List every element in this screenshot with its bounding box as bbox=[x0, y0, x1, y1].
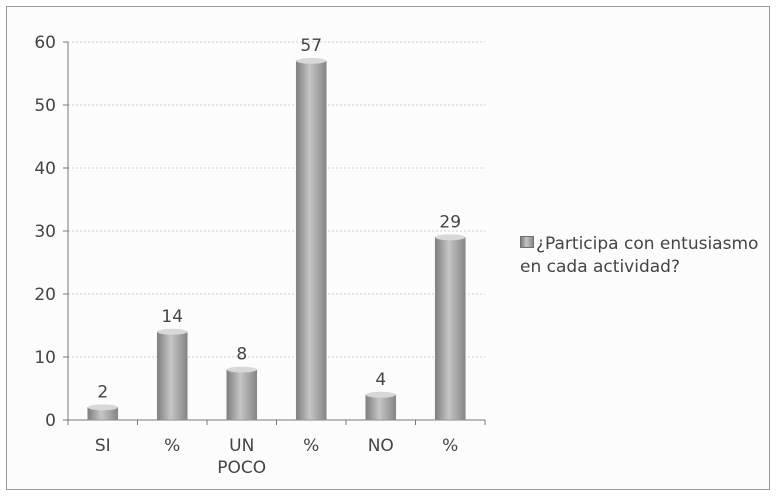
x-tick-label-line: NO bbox=[368, 436, 394, 456]
data-label: 8 bbox=[236, 345, 247, 365]
bar bbox=[365, 394, 397, 421]
bar-cap bbox=[435, 234, 466, 241]
x-tick-label: SI bbox=[95, 436, 111, 456]
gridlines bbox=[68, 41, 485, 358]
bar bbox=[434, 237, 466, 421]
bar-cap bbox=[157, 328, 188, 335]
x-tick-labels: SI% UN POCO% NO% bbox=[95, 436, 458, 478]
x-tick-label-line: UN bbox=[229, 436, 254, 456]
x-tick-label-line: POCO bbox=[217, 458, 266, 478]
bar-cap bbox=[226, 366, 257, 373]
legend-swatch bbox=[520, 236, 534, 248]
bar-cap bbox=[365, 391, 396, 398]
x-tick-label: % bbox=[442, 436, 458, 456]
x-tick-label-line: SI bbox=[95, 436, 111, 456]
x-tick-label-line: % bbox=[164, 436, 180, 456]
data-labels: 2 14 8 57 4 29 bbox=[97, 36, 461, 402]
data-label: 29 bbox=[439, 212, 461, 232]
bar bbox=[295, 60, 327, 421]
x-tick-label: % bbox=[164, 436, 180, 456]
axes bbox=[63, 41, 486, 425]
y-tick-label: 50 bbox=[34, 96, 56, 116]
legend-entry-label: ¿Participa con entusiasmo en cada activi… bbox=[520, 234, 759, 277]
data-label: 57 bbox=[300, 36, 322, 56]
bar-cap bbox=[296, 57, 327, 64]
bars bbox=[87, 57, 466, 421]
legend: ¿Participa con entusiasmo en cada activi… bbox=[520, 233, 765, 279]
x-tick-label: % bbox=[303, 436, 319, 456]
y-tick-label: 40 bbox=[34, 159, 56, 179]
y-tick-label: 20 bbox=[34, 285, 56, 305]
y-tick-label: 0 bbox=[45, 411, 56, 431]
bar bbox=[156, 331, 188, 421]
x-tick-label: NO bbox=[368, 436, 394, 456]
x-tick-label: UN POCO bbox=[217, 436, 266, 478]
y-tick-label: 10 bbox=[34, 348, 56, 368]
data-label: 4 bbox=[375, 370, 386, 390]
bar-cap bbox=[87, 404, 118, 411]
data-label: 2 bbox=[97, 382, 108, 402]
bar bbox=[226, 369, 258, 421]
x-tick-label-line: % bbox=[442, 436, 458, 456]
data-label: 14 bbox=[161, 307, 183, 327]
y-tick-label: 60 bbox=[34, 33, 56, 53]
y-tick-label: 30 bbox=[34, 222, 56, 242]
x-tick-label-line: % bbox=[303, 436, 319, 456]
y-tick-labels: 0 10 20 30 40 50 60 bbox=[34, 33, 56, 431]
